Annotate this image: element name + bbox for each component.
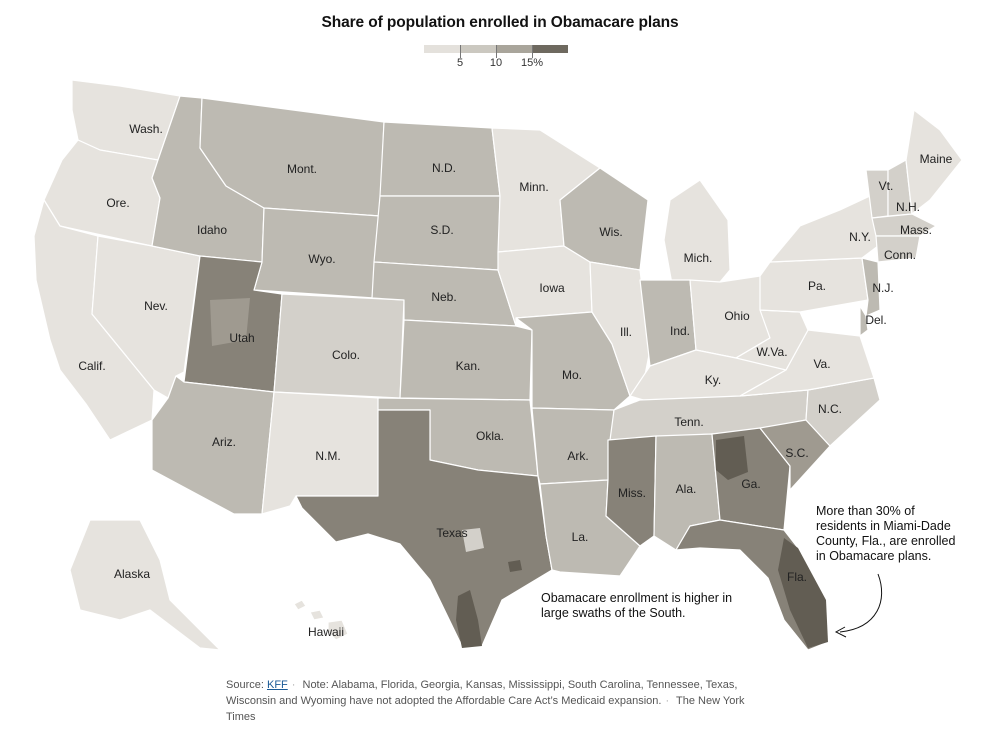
label-ky: Ky.: [705, 373, 721, 387]
label-kan: Kan.: [456, 359, 481, 373]
label-sd: S.D.: [430, 223, 453, 237]
label-wyo: Wyo.: [308, 252, 335, 266]
footer: Source: KFF · Note: Alabama, Florida, Geo…: [226, 677, 766, 725]
state-mich[interactable]: [663, 179, 731, 285]
miami-annotation-arrow: [839, 573, 883, 633]
label-okla: Okla.: [476, 429, 504, 443]
label-nd: N.D.: [432, 161, 456, 175]
label-ark: Ark.: [567, 449, 588, 463]
label-calif: Calif.: [78, 359, 105, 373]
label-va: Va.: [813, 357, 830, 371]
state-kan[interactable]: [399, 319, 533, 401]
label-vt: Vt.: [879, 179, 894, 193]
source-link[interactable]: KFF: [266, 679, 288, 691]
texas-dark-county-cluster: [456, 590, 482, 648]
label-ore: Ore.: [106, 196, 129, 210]
label-mich: Mich.: [684, 251, 713, 265]
legend-tick-label-1: 10: [489, 57, 503, 69]
label-iowa: Iowa: [539, 281, 565, 295]
texas-light-county-cluster: [462, 528, 484, 552]
label-neb: Neb.: [431, 290, 456, 304]
label-wash: Wash.: [129, 122, 163, 136]
legend-tick-label-0: 5: [456, 57, 464, 69]
label-ind: Ind.: [670, 324, 690, 338]
state-hawaii[interactable]: [293, 599, 349, 641]
label-alaska: Alaska: [114, 567, 150, 581]
label-nm: N.M.: [315, 449, 340, 463]
label-minn: Minn.: [519, 180, 548, 194]
label-nc: N.C.: [818, 402, 842, 416]
label-ariz: Ariz.: [212, 435, 236, 449]
separator-dot: ·: [291, 679, 296, 691]
label-miss: Miss.: [618, 486, 646, 500]
miami-annotation: More than 30% of residents in Miami-Dade…: [816, 504, 956, 563]
label-colo: Colo.: [332, 348, 360, 362]
label-ga: Ga.: [741, 477, 760, 491]
label-texas: Texas: [436, 526, 467, 540]
label-wva: W.Va.: [756, 345, 787, 359]
state-sc[interactable]: [759, 419, 831, 491]
label-ill: Ill.: [620, 325, 632, 339]
state-nj[interactable]: [861, 257, 881, 317]
label-nev: Nev.: [144, 299, 168, 313]
separator-dot-2: ·: [665, 695, 670, 707]
label-utah: Utah: [229, 331, 254, 345]
legend-swatch-0: [424, 45, 460, 53]
source-label: Source:: [226, 679, 264, 691]
miami-annotation-arrowhead: [834, 626, 847, 638]
label-nh: N.H.: [896, 200, 920, 214]
ga-dark-county-cluster: [716, 436, 748, 480]
state-alaska[interactable]: [69, 519, 221, 651]
state-conn[interactable]: [875, 235, 921, 263]
legend-swatch-3: [532, 45, 568, 53]
label-mo: Mo.: [562, 368, 582, 382]
label-pa: Pa.: [808, 279, 826, 293]
south-annotation: Obamacare enrollment is higher in large …: [541, 591, 733, 620]
label-sc: S.C.: [785, 446, 808, 460]
legend-swatch-2: [496, 45, 532, 53]
state-wyo[interactable]: [253, 207, 381, 299]
texas-dark-county-cluster-2: [508, 560, 522, 572]
state-colo[interactable]: [273, 293, 405, 399]
state-ark[interactable]: [531, 407, 615, 485]
label-tenn: Tenn.: [674, 415, 703, 429]
label-wis: Wis.: [599, 225, 622, 239]
legend-tick-label-2: 15%: [520, 57, 544, 69]
state-nc[interactable]: [805, 377, 881, 447]
color-legend: 5 10 15%: [424, 45, 570, 75]
legend-tick-2: [532, 45, 533, 58]
label-hawaii: Hawaii: [308, 625, 344, 639]
label-mass: Mass.: [900, 223, 932, 237]
label-mont: Mont.: [287, 162, 317, 176]
label-del: Del.: [865, 313, 886, 327]
label-ny: N.Y.: [849, 230, 871, 244]
label-idaho: Idaho: [197, 223, 227, 237]
chart-title: Share of population enrolled in Obamacar…: [321, 14, 679, 31]
legend-tick-1: [496, 45, 497, 58]
label-ala: Ala.: [676, 482, 697, 496]
footer-credit: The New York Times: [226, 695, 745, 723]
label-maine: Maine: [920, 152, 953, 166]
utah-darker-county-cluster: [210, 298, 250, 346]
legend-tick-0: [460, 45, 461, 58]
label-la: La.: [572, 530, 589, 544]
label-ohio: Ohio: [724, 309, 750, 323]
state-del[interactable]: [859, 305, 869, 337]
label-nj: N.J.: [872, 281, 893, 295]
state-ny[interactable]: [769, 195, 879, 263]
state-nd[interactable]: [379, 121, 501, 197]
state-mass[interactable]: [871, 213, 937, 237]
fla-dark-county-cluster: [778, 538, 828, 648]
label-conn: Conn.: [884, 248, 916, 262]
footer-note: Note: Alabama, Florida, Georgia, Kansas,…: [226, 679, 738, 707]
label-fla: Fla.: [787, 570, 807, 584]
legend-swatch-1: [460, 45, 496, 53]
